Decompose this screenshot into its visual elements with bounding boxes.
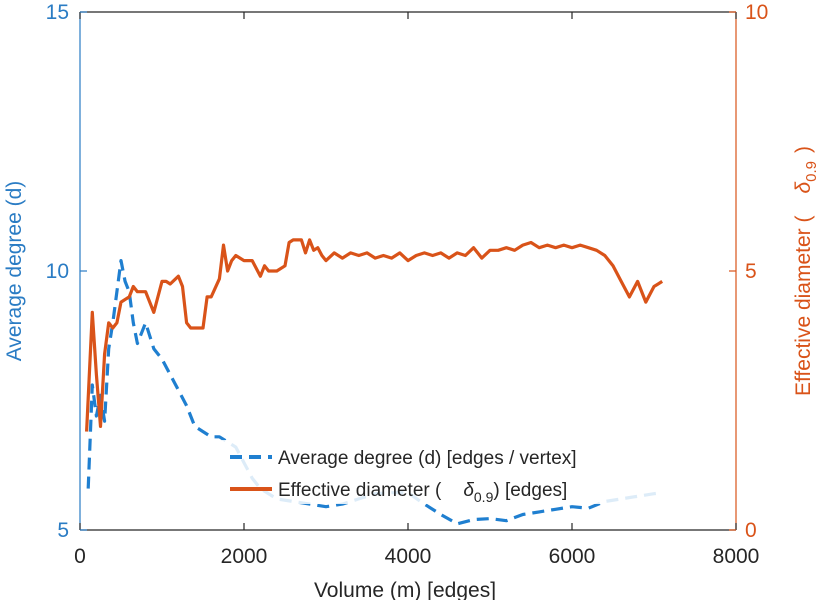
right-axis-label-prefix: Effective diameter ( [792, 216, 815, 397]
legend-delta-subscript: 0.9 [474, 489, 494, 505]
x-tick-label: 4000 [385, 545, 432, 568]
x-tick-label: 6000 [549, 545, 596, 568]
left-tick-label: 10 [46, 260, 69, 283]
legend-delta-symbol: δ [463, 480, 474, 501]
right-axis-delta-symbol: δ [792, 182, 815, 194]
legend: Average degree (d) [edges / vertex] Effe… [222, 440, 666, 505]
right-axis-delta-subscript: 0.9 [803, 161, 820, 182]
right-tick-label: 0 [745, 519, 757, 542]
legend-label-prefix: Effective diameter ( [278, 480, 442, 501]
x-tick-label: 2000 [221, 545, 268, 568]
x-tick-label: 8000 [713, 545, 760, 568]
right-axis-label-suffix: ) [792, 146, 815, 153]
series-line-effective-diameter [85, 238, 664, 432]
legend-label-suffix: ) [edges] [493, 480, 567, 501]
x-tick-label: 0 [74, 545, 86, 568]
legend-label-effective-diameter: Effective diameter ( δ0.9) [edges] [278, 480, 567, 505]
left-tick-label: 15 [46, 1, 69, 24]
right-tick-label: 10 [745, 1, 768, 24]
legend-box [222, 440, 666, 504]
right-tick-label: 5 [745, 260, 757, 283]
right-axis-label: Effective diameter ( δ0.9) [792, 146, 820, 396]
left-tick-label: 5 [57, 519, 69, 542]
x-axis-label: Volume (m) [edges] [314, 579, 496, 600]
legend-label-average-degree: Average degree (d) [edges / vertex] [278, 448, 577, 469]
left-axis-label: Average degree (d) [3, 181, 26, 362]
